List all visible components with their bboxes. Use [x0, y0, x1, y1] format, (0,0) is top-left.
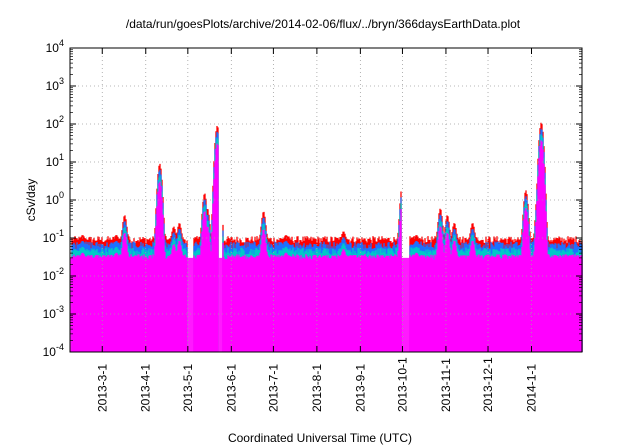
gap-2	[218, 257, 223, 352]
y-tick-label: 100	[46, 190, 64, 207]
gap-1	[187, 257, 194, 352]
gap-0	[70, 257, 72, 352]
x-tick-label: 2013-12-1	[481, 357, 495, 412]
plot-area	[70, 122, 583, 352]
chart-title: /data/run/goesPlots/archive/2014-02-06/f…	[126, 17, 521, 31]
y-tick-label: 10-3	[43, 304, 64, 321]
y-tick-label: 101	[46, 152, 64, 169]
y-tick-label: 10-1	[43, 228, 64, 245]
grid-lines	[70, 48, 582, 352]
x-tick-label: 2013-5-1	[181, 364, 195, 412]
gap-3	[401, 257, 410, 352]
x-tick-label: 2013-7-1	[266, 364, 280, 412]
y-tick-label: 10-4	[43, 342, 64, 359]
y-tick-label: 104	[46, 38, 64, 55]
x-tick-label: 2013-11-1	[439, 358, 453, 412]
x-tick-label: 2013-10-1	[395, 357, 409, 412]
x-tick-label: 2013-9-1	[353, 364, 367, 412]
x-tick-label: 2013-6-1	[224, 364, 238, 412]
floor-trace	[71, 254, 583, 352]
x-axis: 2013-3-1 2013-4-1 2013-5-1 2013-6-1 2013-7-1…	[95, 48, 539, 412]
x-tick-label: 2013-8-1	[310, 364, 324, 412]
x-tick-label: 2013-4-1	[139, 364, 153, 412]
y-tick-label: 103	[46, 76, 64, 93]
x-axis-label: Coordinated Universal Time (UTC)	[228, 431, 412, 445]
x-tick-label: 2014-1-1	[525, 364, 539, 412]
y-axis-label: cSv/day	[24, 179, 38, 222]
y-axis: 10-4 10-3 10-2 10-1 100 101 102 103 104	[43, 38, 582, 359]
series-3-floor	[71, 254, 583, 352]
x-tick-label: 2013-3-1	[95, 364, 109, 412]
y-tick-label: 102	[46, 114, 64, 131]
y-tick-label: 10-2	[43, 266, 64, 283]
